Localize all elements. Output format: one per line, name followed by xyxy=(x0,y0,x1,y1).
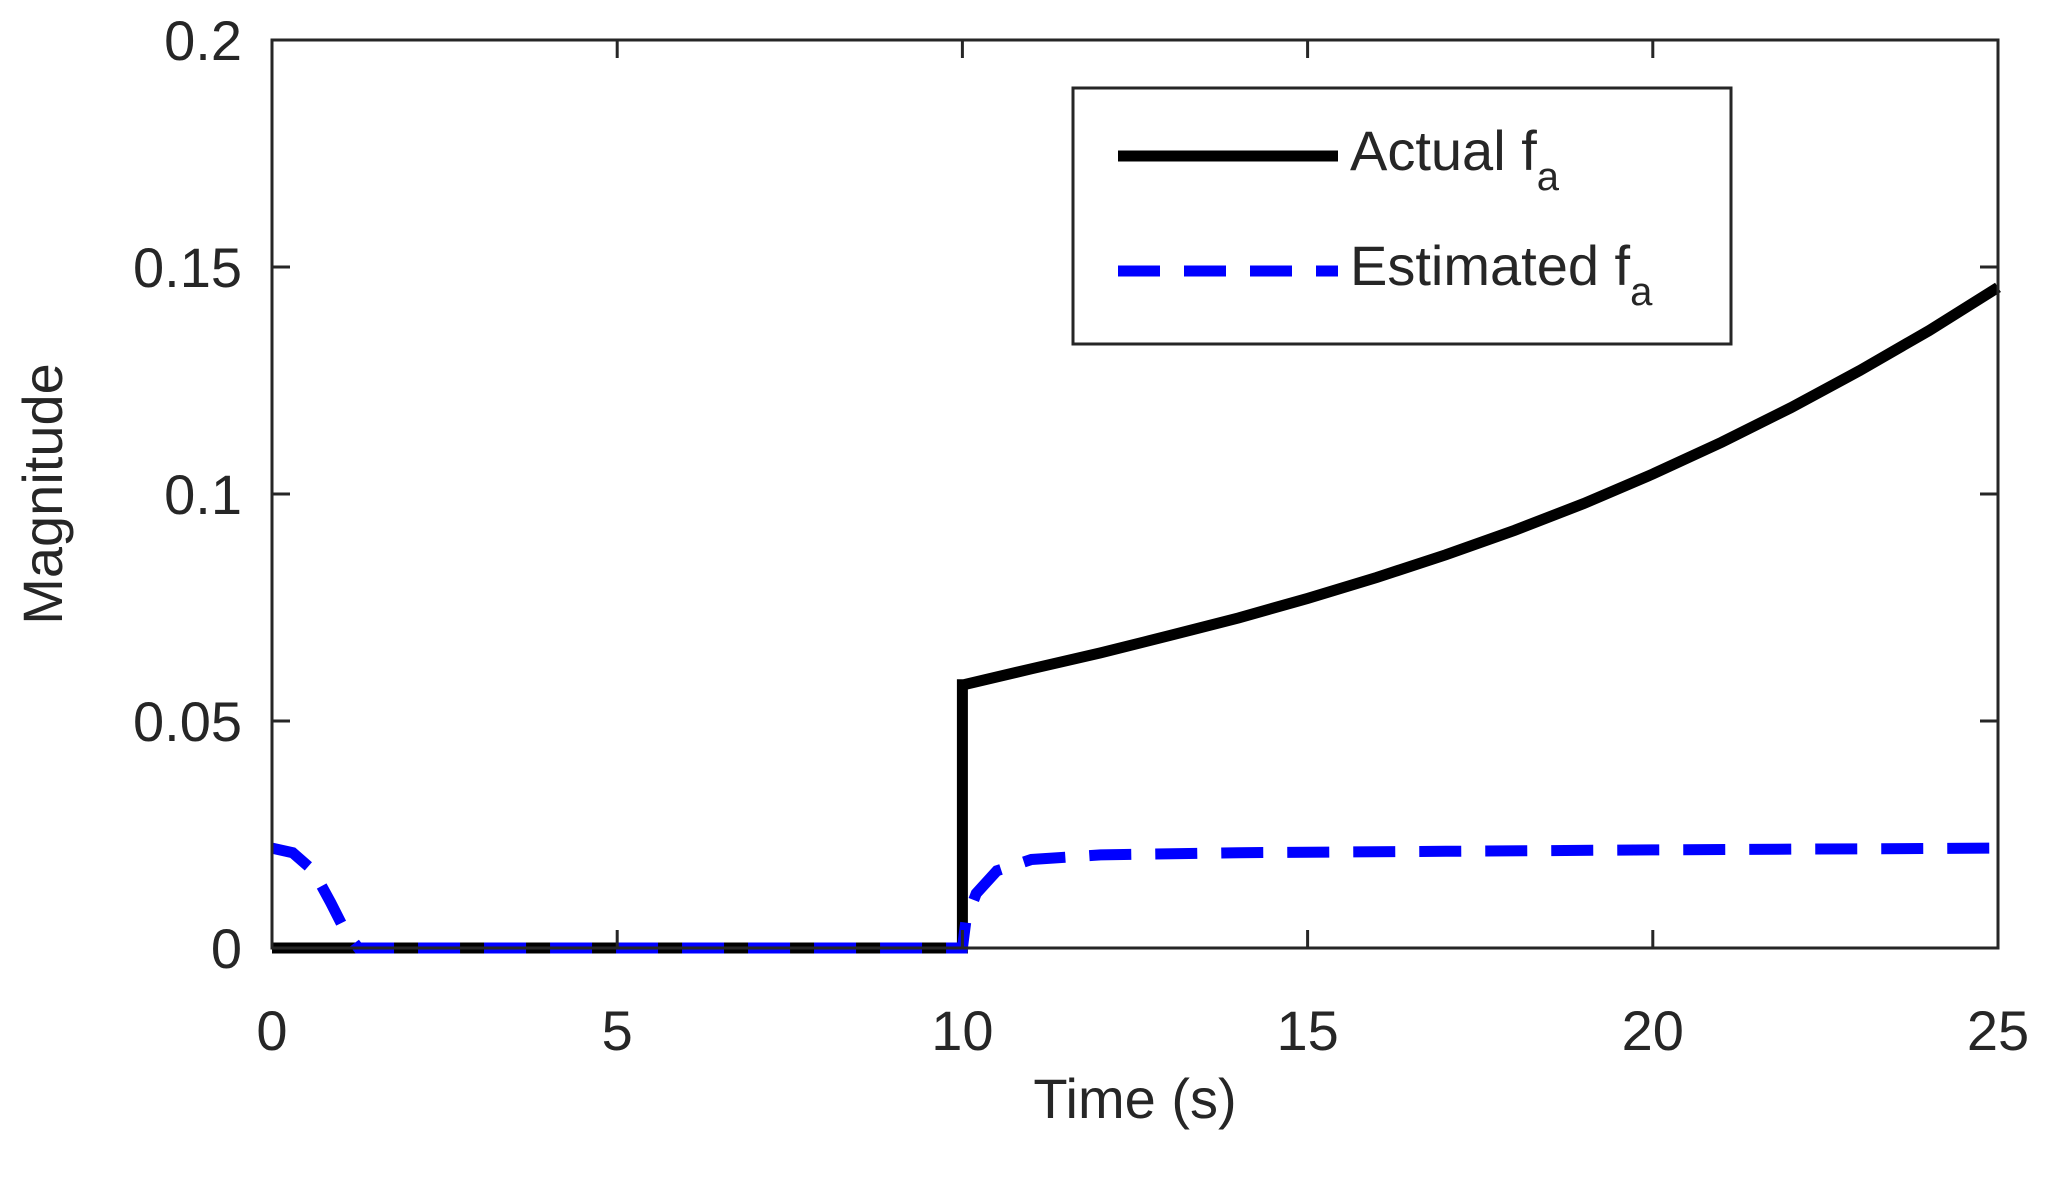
legend-label-estimated: Estimated fa xyxy=(1350,234,1653,314)
x-axis-label: Time (s) xyxy=(1033,1067,1236,1130)
x-tick-label-4: 20 xyxy=(1622,999,1684,1062)
x-tick-label-2: 10 xyxy=(931,999,993,1062)
y-axis-label: Magnitude xyxy=(11,363,74,625)
x-tick-label-5: 25 xyxy=(1967,999,2029,1062)
y-tick-label-0: 0 xyxy=(211,917,242,980)
legend-label-actual: Actual fa xyxy=(1350,119,1560,199)
plot-frame xyxy=(270,38,2000,950)
legend: Actual fa Estimated fa xyxy=(1071,86,1733,346)
x-tick-label-1: 5 xyxy=(602,999,633,1062)
series-line-actual xyxy=(272,282,2001,954)
x-tick-label-3: 15 xyxy=(1276,999,1338,1062)
y-tick-label-4: 0.2 xyxy=(164,9,242,72)
y-tick-label-2: 0.1 xyxy=(164,463,242,526)
x-tick-label-0: 0 xyxy=(256,999,287,1062)
legend-box xyxy=(1071,86,1733,346)
y-tick-label-1: 0.05 xyxy=(133,690,242,753)
series-line-estimated xyxy=(270,842,1999,954)
y-tick-label-3: 0.15 xyxy=(133,236,242,299)
